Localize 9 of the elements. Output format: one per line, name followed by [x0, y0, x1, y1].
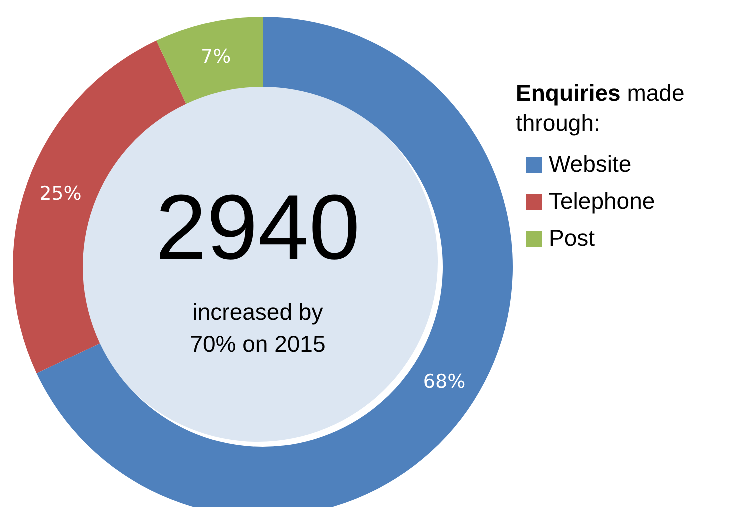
data-label: 7%	[201, 46, 232, 68]
legend-label: Website	[549, 151, 632, 178]
text: increased by 70% on 2015	[189, 298, 327, 359]
legend-label: Post	[549, 225, 596, 252]
legend-label: Telephone	[549, 188, 656, 215]
data-label: 25%	[40, 183, 82, 206]
text: 2940	[154, 177, 362, 279]
data-label: 68%	[423, 371, 466, 394]
legend-title: Enquiries made through:	[516, 79, 686, 138]
